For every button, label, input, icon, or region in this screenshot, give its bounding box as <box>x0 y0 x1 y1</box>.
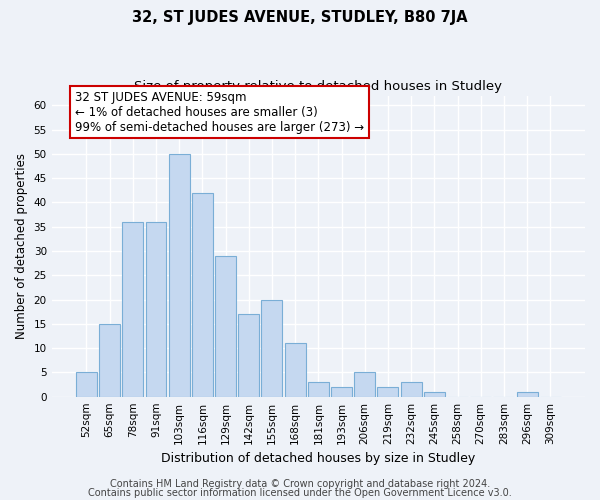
Bar <box>517 392 538 396</box>
Text: Contains HM Land Registry data © Crown copyright and database right 2024.: Contains HM Land Registry data © Crown c… <box>110 479 490 489</box>
Bar <box>99 324 120 396</box>
Bar <box>424 392 445 396</box>
Bar <box>169 154 190 396</box>
Bar <box>331 387 352 396</box>
Title: Size of property relative to detached houses in Studley: Size of property relative to detached ho… <box>134 80 502 93</box>
Bar <box>215 256 236 396</box>
Bar <box>262 300 283 396</box>
Bar <box>122 222 143 396</box>
Bar <box>284 344 305 396</box>
Bar <box>377 387 398 396</box>
Bar <box>401 382 422 396</box>
Text: 32, ST JUDES AVENUE, STUDLEY, B80 7JA: 32, ST JUDES AVENUE, STUDLEY, B80 7JA <box>132 10 468 25</box>
Bar <box>146 222 166 396</box>
Bar <box>354 372 375 396</box>
Text: 32 ST JUDES AVENUE: 59sqm
← 1% of detached houses are smaller (3)
99% of semi-de: 32 ST JUDES AVENUE: 59sqm ← 1% of detach… <box>75 90 364 134</box>
Text: Contains public sector information licensed under the Open Government Licence v3: Contains public sector information licen… <box>88 488 512 498</box>
Bar <box>238 314 259 396</box>
X-axis label: Distribution of detached houses by size in Studley: Distribution of detached houses by size … <box>161 452 475 465</box>
Bar <box>76 372 97 396</box>
Bar <box>192 192 213 396</box>
Y-axis label: Number of detached properties: Number of detached properties <box>15 153 28 339</box>
Bar <box>308 382 329 396</box>
